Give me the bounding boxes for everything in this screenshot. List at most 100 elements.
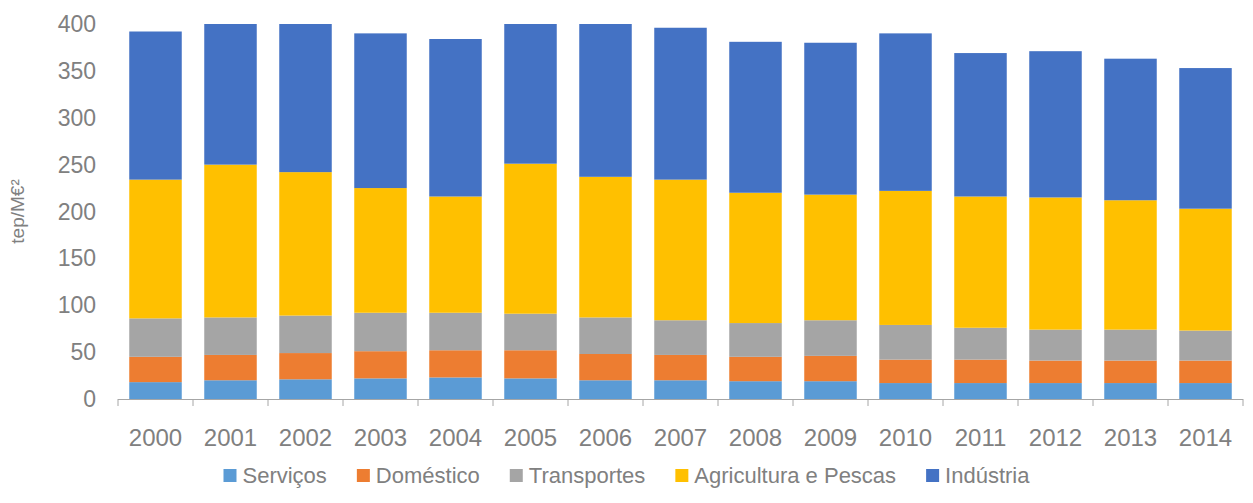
- bar-segment: [1029, 361, 1082, 384]
- x-tick-mark: [1168, 399, 1169, 406]
- bar-segment: [429, 39, 482, 197]
- bar-segment: [654, 180, 707, 321]
- bar-segment: [879, 33, 932, 191]
- y-tick-label: 100: [58, 292, 96, 318]
- legend-label: Serviços: [242, 463, 326, 488]
- x-tick-label: 2004: [429, 424, 482, 451]
- x-tick-mark: [793, 399, 794, 406]
- bars: [129, 24, 1232, 399]
- y-tick-label: 50: [70, 339, 96, 365]
- bar-segment: [204, 355, 257, 380]
- bar-segment: [429, 350, 482, 377]
- bar-segment: [579, 24, 632, 177]
- bar-segment: [804, 195, 857, 321]
- x-tick-label: 2000: [129, 424, 182, 451]
- y-tick-label: 350: [58, 58, 96, 84]
- legend-label: Transportes: [529, 463, 646, 488]
- y-tick-label: 200: [58, 199, 96, 225]
- x-tick-label: 2005: [504, 424, 557, 451]
- bar-segment: [429, 377, 482, 399]
- x-tick-label: 2010: [879, 424, 932, 451]
- bar-segment: [354, 188, 407, 313]
- bar-segment: [579, 354, 632, 380]
- bar-segment: [354, 33, 407, 188]
- y-tick-label: 150: [58, 245, 96, 271]
- x-tick-mark: [943, 399, 944, 406]
- bar-segment: [879, 360, 932, 383]
- bar-segment: [204, 317, 257, 355]
- bar-segment: [129, 357, 182, 382]
- y-tick-label: 250: [58, 152, 96, 178]
- x-tick-label: 2001: [204, 424, 257, 451]
- bar-segment: [954, 360, 1007, 383]
- bar-segment: [879, 383, 932, 399]
- bar-segment: [504, 164, 557, 314]
- legend-swatch: [926, 469, 939, 482]
- x-tick-mark: [643, 399, 644, 406]
- bar-segment: [129, 180, 182, 319]
- bar-segment: [879, 325, 932, 360]
- bar-segment: [804, 356, 857, 381]
- x-tick-mark: [1018, 399, 1019, 406]
- bar-segment: [954, 197, 1007, 328]
- bar-segment: [429, 313, 482, 351]
- bar-segment: [954, 383, 1007, 399]
- bar-segment: [1179, 209, 1232, 331]
- x-axis-line: [118, 399, 1243, 400]
- bar-segment: [1029, 197, 1082, 329]
- y-tick-label: 0: [83, 386, 96, 412]
- bar-segment: [279, 353, 332, 379]
- bar-segment: [1104, 200, 1157, 329]
- bar-segment: [504, 314, 557, 351]
- x-tick-label: 2002: [279, 424, 332, 451]
- bar-segment: [654, 28, 707, 180]
- bar-segment: [1104, 59, 1157, 201]
- bar-segment: [354, 313, 407, 351]
- x-tick-mark: [568, 399, 569, 406]
- bar-segment: [1179, 331, 1232, 361]
- bar-segment: [429, 197, 482, 313]
- y-axis-title: tep/M€²: [7, 179, 28, 243]
- bar-segment: [354, 351, 407, 378]
- bar-segment: [204, 165, 257, 318]
- bar-segment: [1179, 383, 1232, 399]
- y-tick-label: 400: [58, 11, 96, 37]
- x-tick-mark: [118, 399, 119, 406]
- x-tick-label: 2012: [1029, 424, 1082, 451]
- legend-label: Doméstico: [376, 463, 480, 488]
- x-tick-mark: [1243, 399, 1244, 406]
- x-tick-mark: [493, 399, 494, 406]
- x-tick-label: 2011: [955, 424, 1007, 451]
- bar-segment: [1179, 68, 1232, 209]
- x-tick-label: 2013: [1104, 424, 1157, 451]
- bar-segment: [279, 172, 332, 315]
- bar-segment: [279, 316, 332, 354]
- bar-segment: [879, 191, 932, 325]
- bar-segment: [1029, 383, 1082, 399]
- legend-swatch: [357, 469, 370, 482]
- bar-segment: [1179, 361, 1232, 384]
- x-tick-label: 2006: [579, 424, 632, 451]
- bar-segment: [504, 24, 557, 164]
- x-tick-mark: [193, 399, 194, 406]
- bar-segment: [579, 380, 632, 399]
- chart: 050100150200250300350400tep/M€²200020012…: [0, 0, 1253, 503]
- bar-segment: [804, 43, 857, 195]
- x-tick-mark: [718, 399, 719, 406]
- bar-segment: [279, 24, 332, 172]
- x-tick-mark: [268, 399, 269, 406]
- bar-segment: [729, 193, 782, 323]
- x-tick-label: 2007: [654, 424, 707, 451]
- x-tick-mark: [418, 399, 419, 406]
- bar-segment: [1104, 361, 1157, 384]
- x-tick-mark: [1093, 399, 1094, 406]
- bar-segment: [729, 323, 782, 357]
- bar-segment: [654, 380, 707, 399]
- x-tick-label: 2003: [354, 424, 407, 451]
- bar-segment: [504, 378, 557, 399]
- bar-segment: [279, 379, 332, 399]
- legend-swatch: [675, 469, 688, 482]
- bar-segment: [579, 177, 632, 318]
- legend-label: Indústria: [945, 463, 1030, 488]
- bar-segment: [654, 355, 707, 380]
